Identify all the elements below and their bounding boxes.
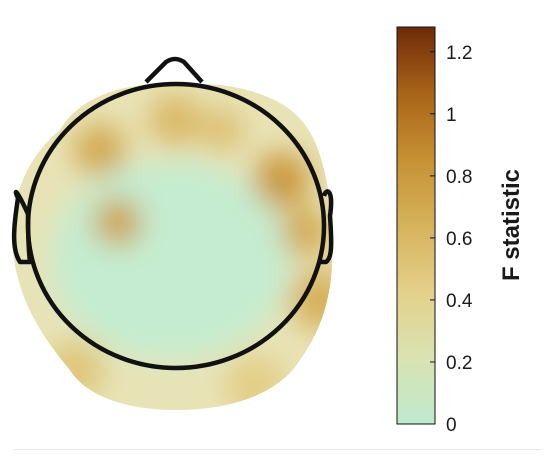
colorbar-tick-label: 0.4 <box>446 291 473 312</box>
colorbar-title: F statistic <box>498 169 525 281</box>
cool-field <box>50 160 290 360</box>
bottom-divider <box>14 449 541 450</box>
hotspot-right-central <box>254 152 310 208</box>
right-ear-icon <box>320 189 334 265</box>
hotspot-right-frontal <box>200 108 244 152</box>
hotspot-left-frontal <box>74 124 126 176</box>
hotspot-right-occipital <box>225 355 285 411</box>
hotspot-right-temporal <box>281 208 329 256</box>
hotspot-left-central <box>94 198 142 246</box>
colorbar-tick-label: 0.2 <box>446 353 472 374</box>
colorbar-tick-label: 0.6 <box>446 229 472 250</box>
head-contour <box>11 56 334 371</box>
colorbar-tick-label: 0 <box>446 415 457 436</box>
colorbar-tick-label: 1 <box>446 105 457 126</box>
colorbar-tick-label: 0.8 <box>446 167 472 188</box>
colorbar: 0 0.2 0.4 0.6 0.8 1 1.2 F statistic <box>396 26 525 436</box>
hotspot-right-parietal <box>290 270 333 330</box>
left-ear-icon <box>11 189 33 265</box>
hotspot-mid-frontal <box>149 94 201 146</box>
hotspot-left-occipital <box>45 340 105 400</box>
colorbar-tick-label: 1.2 <box>446 43 472 64</box>
colorbar-rect <box>396 26 436 425</box>
nose-icon <box>144 56 204 84</box>
colorbar-ticks: 0 0.2 0.4 0.6 0.8 1 1.2 <box>430 43 473 436</box>
